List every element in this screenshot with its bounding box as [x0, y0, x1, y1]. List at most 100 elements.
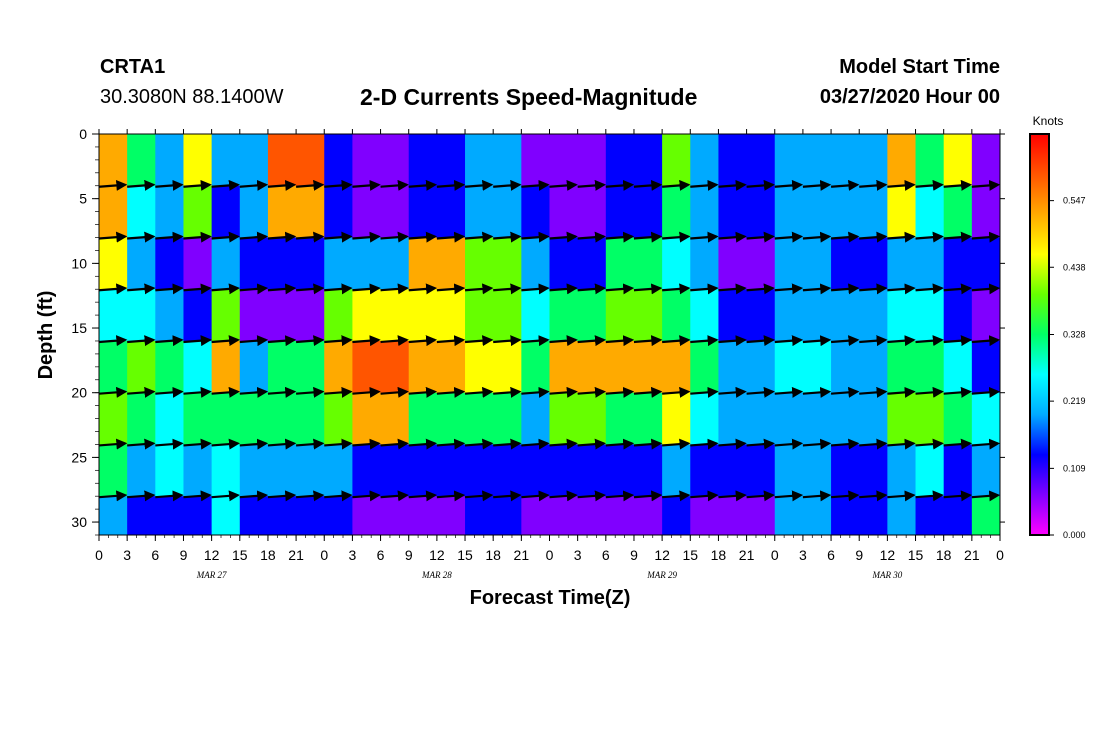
- current-arrow: [605, 386, 635, 398]
- current-arrow: [859, 335, 888, 347]
- heatmap-cell: [915, 392, 945, 445]
- current-arrow: [267, 490, 297, 502]
- y-tick-label: 30: [71, 514, 87, 530]
- date-label: MAR 27: [196, 570, 227, 580]
- heatmap-cell: [662, 134, 691, 187]
- heatmap-cell: [99, 444, 128, 497]
- current-arrow: [521, 179, 550, 191]
- heatmap-cell: [183, 134, 213, 187]
- current-arrow: [971, 335, 1000, 347]
- current-arrow: [690, 335, 719, 347]
- heatmap-cell: [211, 185, 241, 238]
- current-arrow: [802, 386, 832, 398]
- current-arrow: [493, 283, 522, 295]
- heatmap-cell: [549, 392, 607, 445]
- current-arrow: [549, 438, 578, 450]
- current-arrow: [859, 438, 888, 450]
- heatmap-cell: [605, 237, 663, 290]
- current-arrow: [605, 231, 635, 243]
- current-arrow: [352, 231, 381, 243]
- current-arrow: [718, 179, 747, 191]
- current-arrow: [971, 386, 1000, 398]
- heatmap-cell: [549, 340, 607, 394]
- current-arrow: [464, 231, 494, 243]
- heatmap-cell: [324, 392, 353, 445]
- heatmap-cell: [549, 444, 607, 497]
- heatmap-cell: [211, 340, 241, 394]
- current-arrow: [380, 335, 409, 347]
- heatmap-cell: [831, 134, 888, 187]
- current-arrow: [774, 231, 804, 243]
- current-arrow: [605, 179, 635, 191]
- heatmap-cell: [943, 185, 973, 238]
- current-arrow: [521, 490, 550, 502]
- current-arrow: [521, 283, 550, 295]
- x-tick-label: 6: [827, 547, 835, 563]
- heatmap-cell: [915, 237, 945, 290]
- current-arrow: [971, 490, 1000, 502]
- current-arrow: [380, 490, 409, 502]
- heatmap-cell: [239, 444, 269, 497]
- heatmap-cell: [408, 340, 466, 394]
- x-tick-label: 15: [232, 547, 248, 563]
- heatmap-cell: [465, 237, 522, 290]
- current-arrow: [746, 231, 775, 243]
- heatmap-cell: [324, 444, 353, 497]
- heatmap-cell: [774, 392, 832, 445]
- current-arrow: [183, 231, 212, 243]
- heatmap-cell: [127, 134, 156, 187]
- heatmap-cell: [183, 185, 213, 238]
- heatmap-cell: [971, 134, 1000, 187]
- current-arrow: [943, 335, 973, 347]
- heatmap-cell: [239, 392, 269, 445]
- current-arrow: [183, 179, 212, 191]
- current-arrow: [127, 335, 156, 347]
- current-arrow: [549, 335, 578, 347]
- current-arrow: [324, 335, 353, 347]
- heatmap-cell: [127, 496, 156, 535]
- current-arrow: [408, 386, 438, 398]
- current-arrow: [352, 386, 381, 398]
- heatmap-cell: [887, 289, 917, 342]
- current-arrow: [380, 231, 409, 243]
- heatmap-cell: [690, 392, 719, 445]
- heatmap-cell: [887, 496, 917, 535]
- station-coordinates: 30.3080N 88.1400W: [100, 86, 284, 108]
- heatmap-cell: [239, 237, 269, 290]
- heatmap-cell: [352, 289, 410, 342]
- heatmap-cell: [352, 185, 410, 238]
- current-arrow: [99, 179, 128, 191]
- current-arrow: [211, 438, 240, 450]
- current-arrow: [127, 231, 156, 243]
- heatmap-cell: [887, 340, 917, 394]
- current-arrow: [352, 335, 381, 347]
- current-arrow: [774, 490, 804, 502]
- current-arrow: [267, 386, 297, 398]
- heatmap-cell: [662, 392, 691, 445]
- current-arrow: [887, 179, 916, 191]
- heatmap-cell: [690, 185, 719, 238]
- colorbar-tick-label: 0.219: [1063, 396, 1086, 406]
- colorbar-tick-label: 0.547: [1063, 196, 1086, 206]
- heatmap-cell: [718, 496, 776, 535]
- current-arrow: [746, 490, 775, 502]
- colorbar-scale: [1029, 133, 1050, 536]
- colorbar-tick-label: 0.438: [1063, 262, 1086, 272]
- current-arrow: [887, 386, 916, 398]
- heatmap-cell: [774, 289, 832, 342]
- current-arrow: [464, 490, 494, 502]
- heatmap-cell: [605, 496, 663, 535]
- current-arrow: [746, 335, 775, 347]
- current-arrow: [183, 335, 212, 347]
- current-arrow: [127, 283, 156, 295]
- heatmap-cell: [408, 289, 466, 342]
- model-start-value: 03/27/2020 Hour 00: [819, 86, 1000, 108]
- heatmap-cell: [324, 496, 353, 535]
- heatmap-cell: [183, 289, 213, 342]
- heatmap-cell: [774, 237, 832, 290]
- x-tick-label: 18: [485, 547, 501, 563]
- x-tick-label: 15: [908, 547, 924, 563]
- current-arrow: [830, 386, 860, 398]
- current-arrow: [99, 438, 128, 450]
- x-tick-label: 3: [574, 547, 582, 563]
